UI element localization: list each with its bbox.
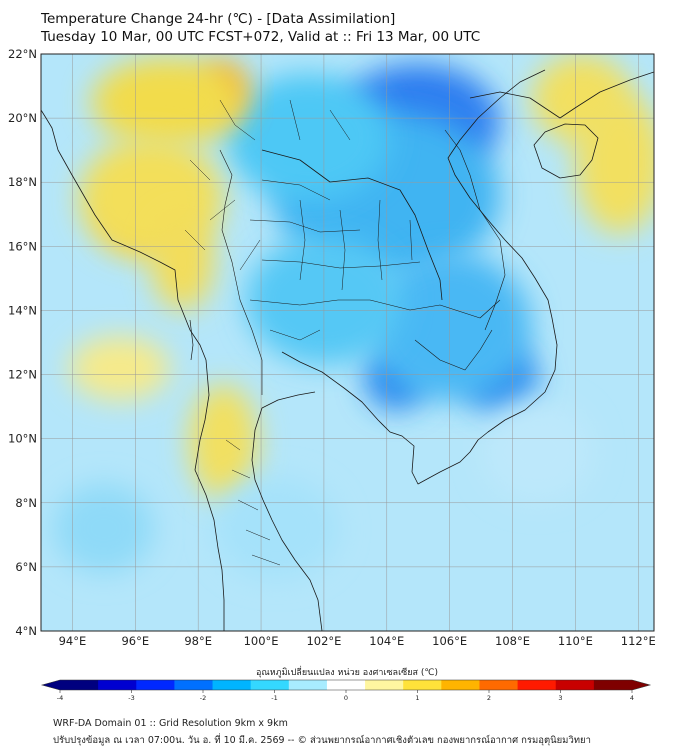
field-anomaly-9 (91, 57, 243, 147)
colorbar-tick-label: -2 (200, 694, 206, 702)
lon-tick-label: 98°E (184, 634, 212, 648)
latitude-axis: 22°N 20°N 18°N 16°N 14°N 12°N 10°N 8°N 6°N 4°N (8, 47, 37, 638)
colorbar-tick-label: 3 (558, 694, 562, 702)
colorbar-segment (288, 680, 328, 690)
border-laos-vietnam (444, 129, 506, 331)
field-anomaly-17 (481, 400, 595, 503)
colorbar-segment (250, 680, 290, 690)
colorbar-title: อุณหภูมิเปลี่ยนแปลง หน่วย องศาเซลเซียส (… (256, 665, 438, 678)
colorbar-segment (555, 680, 595, 690)
lat-tick-label: 6°N (15, 560, 37, 574)
colorbar-segment (441, 680, 480, 690)
lon-tick-label: 96°E (121, 634, 149, 648)
colorbar-segment (403, 680, 442, 690)
colorbar-segment (326, 680, 366, 690)
footer-credit: ปรับปรุงข้อมูล ณ เวลา 07:00น. วัน อ. ที่… (53, 735, 591, 746)
coastline-west (41, 109, 225, 631)
colorbar-max-extend (632, 680, 650, 690)
colorbar-ticks: -4 -3 -2 -1 0 1 2 3 4 (57, 690, 634, 702)
border-myanmar-thailand (219, 149, 263, 395)
colorbar-tick-label: 1 (415, 694, 419, 702)
border-cambodia-vietnam (414, 329, 493, 371)
coastline-china-south (469, 71, 654, 119)
coastline-peninsula-east (251, 391, 323, 631)
coastline-hainan (533, 123, 599, 179)
lon-tick-label: 106°E (432, 634, 467, 648)
colorbar-min-extend (42, 680, 60, 690)
lat-tick-label: 18°N (8, 175, 37, 189)
gridlines (41, 54, 654, 631)
lat-tick-label: 8°N (15, 496, 37, 510)
colorbar-tick-label: -3 (128, 694, 134, 702)
map-plot-area (41, 54, 654, 631)
lon-tick-label: 112°E (621, 634, 656, 648)
lat-tick-label: 22°N (8, 47, 37, 61)
lat-tick-label: 12°N (8, 368, 37, 382)
footer-model-info: WRF-DA Domain 01 :: Grid Resolution 9km … (53, 718, 288, 729)
colorbar-segment (136, 680, 175, 690)
lat-tick-label: 4°N (15, 624, 37, 638)
andaman-islands (189, 319, 194, 361)
field-anomaly-18 (53, 483, 155, 574)
border-thailand-cambodia (338, 299, 501, 319)
colorbar-tick-label: -4 (57, 694, 63, 702)
lat-tick-label: 20°N (8, 111, 37, 125)
plot-frame (40, 53, 655, 632)
province-boundaries (184, 99, 421, 341)
field-anomaly-13 (575, 92, 654, 234)
lon-tick-label: 108°E (495, 634, 530, 648)
coastline-gulf (281, 69, 558, 485)
colorbar-segment (212, 680, 252, 690)
lon-tick-label: 100°E (244, 634, 279, 648)
lon-tick-label: 104°E (369, 634, 404, 648)
colorbar-tick-label: 0 (344, 694, 348, 702)
lon-tick-label: 110°E (558, 634, 593, 648)
colorbar-tick-label: 4 (630, 694, 634, 702)
chart-title: Temperature Change 24-hr (℃) - [Data Ass… (41, 11, 396, 27)
colorbar (40, 679, 652, 691)
field-anomaly-14 (188, 384, 258, 500)
colorbar-tick-label: -1 (271, 694, 277, 702)
colorbar-segment (593, 680, 633, 690)
lon-tick-label: 102°E (306, 634, 341, 648)
field-anomaly-19 (213, 477, 340, 580)
longitude-axis: 94°E 96°E 98°E 100°E 102°E 104°E 106°E 108°E 110… (59, 634, 656, 648)
field-anomaly-15 (69, 336, 170, 401)
lat-tick-label: 14°N (8, 303, 37, 317)
colorbar-segment (365, 680, 404, 690)
coastlines-and-borders (41, 69, 654, 631)
colorbar-segment (174, 680, 214, 690)
colorbar-segment (98, 680, 137, 690)
peninsula-provinces (225, 439, 281, 566)
lat-tick-label: 16°N (8, 239, 37, 253)
colorbar-tick-label: 2 (487, 694, 491, 702)
chart-subtitle: Tuesday 10 Mar, 00 UTC FCST+072, Valid a… (41, 29, 481, 45)
border-thailand-laos (261, 149, 443, 301)
lat-tick-label: 10°N (8, 432, 37, 446)
lon-tick-label: 94°E (59, 634, 87, 648)
colorbar-segment (479, 680, 519, 690)
colorbar-segment (517, 680, 557, 690)
field-anomaly-3 (226, 73, 390, 202)
colorbar-segment (60, 680, 99, 690)
